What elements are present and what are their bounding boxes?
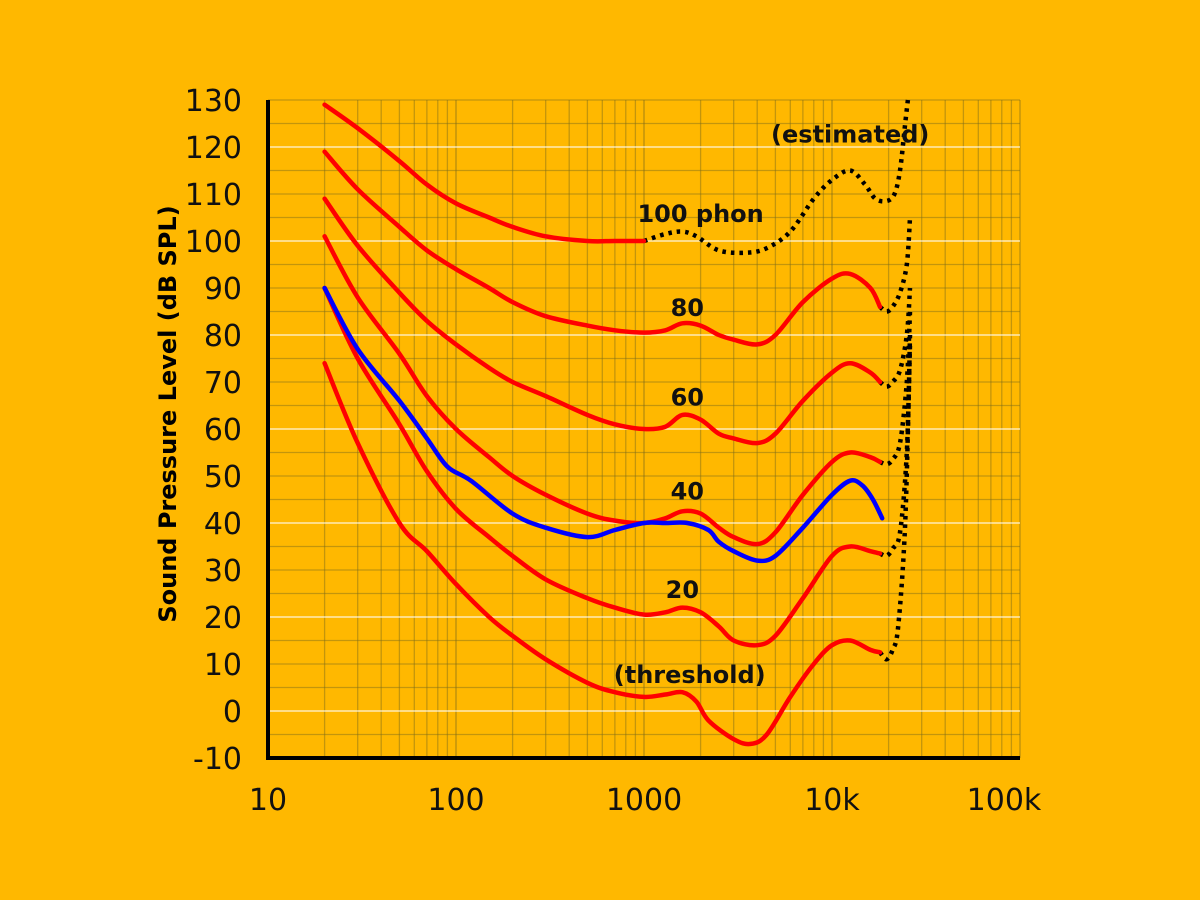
y-tick-label: 20 (204, 601, 242, 636)
annotation-label: (estimated) (771, 120, 929, 148)
y-tick-label: 60 (204, 413, 242, 448)
series-extension-100-phon (643, 95, 911, 256)
series-line-60-phon (322, 196, 883, 446)
y-tick-label: 40 (204, 507, 242, 542)
annotation-label: 40 (671, 478, 704, 506)
x-tick-label: 1000 (606, 783, 682, 818)
series-extension-20-phon (879, 334, 913, 559)
series-line-threshold (322, 360, 883, 747)
y-tick-label: 0 (223, 695, 242, 730)
y-tick-label: 100 (185, 225, 242, 260)
annotation-label: 60 (671, 384, 704, 412)
y-tick-label: 120 (185, 131, 242, 166)
y-tick-label: 70 (204, 366, 242, 401)
series-line-80-phon (322, 149, 883, 347)
y-tick-label: 90 (204, 272, 242, 307)
y-tick-label: 110 (185, 178, 242, 213)
y-tick-label: 30 (204, 554, 242, 589)
series-line-40-phon (322, 234, 883, 547)
annotation-label: 80 (671, 294, 704, 322)
y-axis-title: Sound Pressure Level (dB SPL) (154, 205, 182, 622)
series-line-100-phon (322, 102, 647, 244)
y-tick-label: 10 (204, 648, 242, 683)
y-tick-label: 50 (204, 460, 242, 495)
y-tick-label: -10 (193, 742, 242, 777)
annotation-label: (threshold) (614, 661, 766, 689)
estimated-extensions (643, 95, 913, 662)
x-tick-label: 10 (249, 783, 287, 818)
series-lines (322, 102, 885, 747)
series-extension-threshold (878, 344, 913, 662)
x-tick-label: 100k (967, 783, 1042, 818)
series-line-40-phon-alt (322, 285, 885, 564)
annotation-label: 20 (666, 576, 699, 604)
annotation-label: 100 phon (637, 200, 763, 228)
series-extension-60-phon (878, 287, 913, 389)
x-tick-label: 100 (427, 783, 484, 818)
y-tick-label: 130 (185, 84, 242, 119)
series-line-20-phon (322, 285, 883, 648)
y-tick-label: 80 (204, 319, 242, 354)
x-tick-label: 10k (804, 783, 860, 818)
